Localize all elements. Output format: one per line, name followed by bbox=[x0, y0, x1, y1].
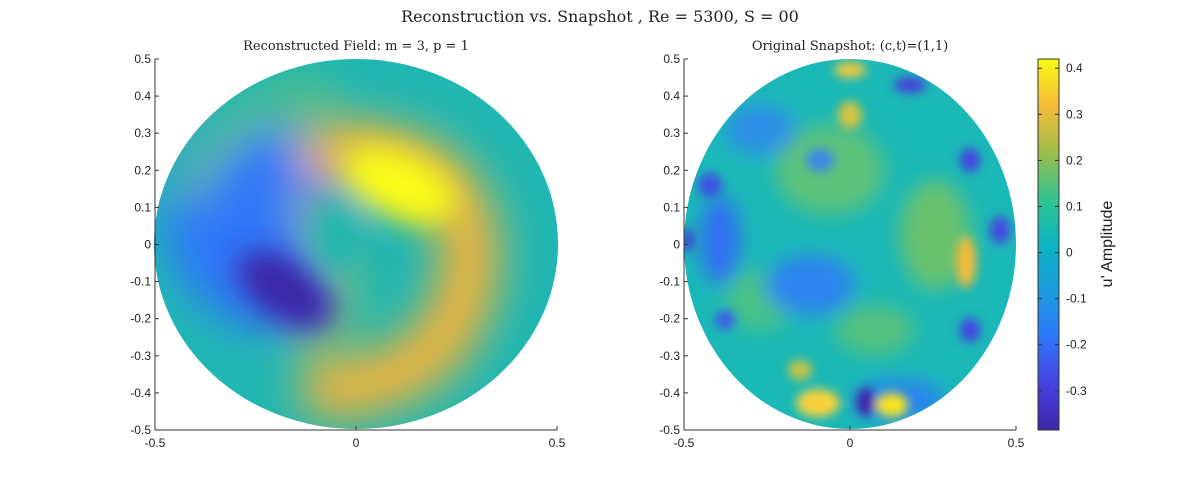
left-field bbox=[154, 59, 558, 429]
right-trough bbox=[894, 77, 926, 93]
x-tick-label: -0.5 bbox=[145, 436, 166, 450]
x-tick-label: 0 bbox=[847, 436, 854, 450]
colorbar-gradient bbox=[1037, 58, 1060, 431]
right-field bbox=[684, 59, 1016, 429]
colorbar-tick-label: 0.2 bbox=[1066, 153, 1083, 167]
right-plot: Original Snapshot: (c,t)=(1,1) bbox=[659, 39, 1024, 450]
colorbar-tick-label: -0.3 bbox=[1066, 384, 1087, 398]
x-tick-label: 0.5 bbox=[549, 436, 566, 450]
x-tick-label: 0.5 bbox=[1008, 436, 1025, 450]
y-tick-label: 0.1 bbox=[663, 200, 680, 214]
left-rim-band bbox=[173, 77, 333, 205]
y-tick-label: -0.5 bbox=[130, 423, 151, 437]
y-tick-label: 0.3 bbox=[663, 126, 680, 140]
colorbar-tick-label: 0 bbox=[1066, 246, 1073, 260]
right-trough bbox=[698, 173, 722, 197]
left-negative-core bbox=[236, 250, 334, 330]
left-positive-core bbox=[343, 146, 457, 224]
right-peak bbox=[838, 101, 862, 129]
y-tick-label: 0.2 bbox=[134, 163, 151, 177]
left-teal-bridge bbox=[315, 200, 365, 270]
y-tick-label: 0.1 bbox=[134, 200, 151, 214]
y-tick-label: -0.3 bbox=[130, 349, 151, 363]
y-tick-label: -0.4 bbox=[659, 386, 680, 400]
right-trough bbox=[960, 148, 980, 172]
right-y-ticks: 0.5 0.4 0.3 0.2 0.1 0 -0.1 -0.2 -0.3 -0.4 -0.5 bbox=[659, 52, 688, 437]
y-tick-label: 0.2 bbox=[663, 163, 680, 177]
y-tick-label: -0.1 bbox=[659, 275, 680, 289]
y-tick-label: -0.3 bbox=[659, 349, 680, 363]
right-blue-patch bbox=[700, 195, 740, 285]
colorbar-tick-label: 0.3 bbox=[1066, 107, 1083, 121]
y-tick-label: -0.5 bbox=[659, 423, 680, 437]
right-peak bbox=[788, 360, 812, 380]
y-tick-label: 0.4 bbox=[134, 89, 151, 103]
y-tick-label: -0.1 bbox=[130, 275, 151, 289]
y-tick-label: 0 bbox=[673, 238, 680, 252]
right-peak bbox=[796, 389, 840, 417]
y-tick-label: -0.2 bbox=[130, 312, 151, 326]
colorbar-tick-label: 0.1 bbox=[1066, 199, 1083, 213]
figure-title: Reconstruction vs. Snapshot , Re = 5300,… bbox=[401, 7, 799, 26]
right-x-ticks: -0.5 0 0.5 bbox=[674, 426, 1025, 450]
right-peak bbox=[956, 236, 976, 288]
y-tick-label: 0.4 bbox=[663, 89, 680, 103]
x-tick-label: 0 bbox=[353, 436, 360, 450]
right-trough bbox=[684, 228, 694, 252]
right-green-patch bbox=[835, 305, 915, 355]
colorbar-tick-label: -0.2 bbox=[1066, 338, 1087, 352]
left-x-ticks: -0.5 0 0.5 bbox=[145, 426, 566, 450]
x-tick-label: -0.5 bbox=[674, 436, 695, 450]
y-tick-label: -0.2 bbox=[659, 312, 680, 326]
right-trough bbox=[990, 216, 1010, 244]
left-plot-title: Reconstructed Field: m = 3, p = 1 bbox=[243, 39, 469, 54]
right-plot-title: Original Snapshot: (c,t)=(1,1) bbox=[752, 39, 948, 54]
colorbar-tick-label: -0.1 bbox=[1066, 292, 1087, 306]
right-peak bbox=[876, 393, 908, 417]
colorbar: 0.4 0.3 0.2 0.1 0 -0.1 -0.2 -0.3 u' Amplitude bbox=[1037, 58, 1116, 431]
right-green-patch bbox=[900, 180, 970, 290]
colorbar-tick-label: 0.4 bbox=[1066, 61, 1083, 75]
right-trough bbox=[960, 318, 980, 342]
y-tick-label: 0 bbox=[144, 238, 151, 252]
right-blue-patch bbox=[725, 105, 795, 155]
y-tick-label: 0.5 bbox=[134, 52, 151, 66]
colorbar-ticks: 0.4 0.3 0.2 0.1 0 -0.1 -0.2 -0.3 bbox=[1038, 61, 1087, 398]
left-plot: Reconstructed Field: m = 3, p = 1 bbox=[130, 39, 565, 450]
right-trough bbox=[715, 310, 735, 330]
right-trough bbox=[856, 388, 876, 416]
right-green-patch bbox=[775, 125, 885, 215]
y-tick-label: 0.3 bbox=[134, 126, 151, 140]
y-tick-label: -0.4 bbox=[130, 386, 151, 400]
right-trough bbox=[806, 148, 834, 172]
colorbar-label: u' Amplitude bbox=[1099, 201, 1116, 288]
y-tick-label: 0.5 bbox=[663, 52, 680, 66]
right-peak bbox=[834, 62, 866, 78]
left-y-ticks: 0.5 0.4 0.3 0.2 0.1 0 -0.1 -0.2 -0.3 -0.4 -0.5 bbox=[130, 52, 159, 437]
right-blue-patch bbox=[765, 255, 855, 315]
